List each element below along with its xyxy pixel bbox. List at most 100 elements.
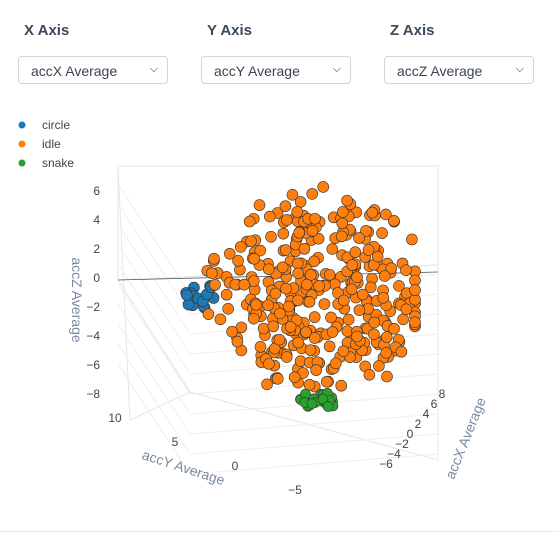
z-axis-title: accZ Average	[69, 257, 85, 343]
data-point	[284, 321, 297, 333]
data-point	[291, 206, 304, 218]
y-tick-label: 0	[232, 459, 239, 473]
z-tick-label: 0	[93, 271, 100, 285]
data-point	[238, 278, 250, 291]
data-point	[385, 262, 398, 275]
y-axis-select[interactable]: accY Average ⌵	[201, 56, 351, 84]
data-point	[254, 244, 267, 257]
data-point	[346, 259, 359, 271]
z-tick-label: −4	[86, 329, 100, 343]
data-point	[273, 333, 286, 346]
data-point	[338, 294, 350, 307]
chevron-down-icon: ⌵	[515, 63, 524, 75]
data-point	[329, 357, 342, 370]
data-point	[268, 342, 281, 355]
data-point	[308, 332, 321, 344]
legend-item-idle[interactable]: idle	[18, 137, 62, 151]
data-point	[388, 215, 400, 227]
data-point	[393, 280, 405, 292]
data-point	[360, 225, 372, 237]
data-point	[303, 296, 316, 308]
data-point	[322, 401, 334, 412]
data-point	[310, 364, 322, 376]
data-point	[313, 280, 325, 292]
data-point	[247, 312, 260, 325]
chevron-down-icon: ⌵	[149, 63, 158, 75]
data-point	[395, 345, 408, 358]
data-point	[362, 244, 375, 256]
data-point	[349, 246, 362, 259]
legend-label: circle	[42, 118, 70, 132]
data-point	[342, 313, 355, 326]
data-point	[309, 212, 321, 225]
data-point	[337, 345, 350, 357]
data-point	[378, 270, 391, 282]
data-point	[277, 227, 290, 240]
data-point	[341, 194, 353, 207]
x-axis-control: X Axis accX Average ⌵	[18, 22, 168, 84]
data-point	[368, 328, 380, 341]
data-point	[306, 225, 319, 237]
data-point	[317, 393, 329, 405]
data-point	[335, 379, 348, 392]
y-axis-title: accY Average	[140, 446, 227, 488]
data-point	[248, 252, 260, 265]
data-point	[353, 304, 366, 316]
data-point	[368, 316, 381, 329]
y-axis-label: Y Axis	[207, 22, 253, 39]
data-point	[335, 230, 348, 243]
data-point	[232, 255, 244, 267]
data-point	[304, 269, 317, 281]
data-point	[220, 288, 233, 301]
data-point	[223, 247, 236, 260]
z-axis-control: Z Axis accZ Average ⌵	[384, 22, 534, 84]
data-point	[214, 313, 227, 326]
data-point	[306, 398, 318, 409]
z-tick-label: −6	[86, 358, 100, 372]
data-point	[409, 284, 421, 296]
data-point	[272, 373, 284, 385]
data-point	[301, 278, 313, 291]
data-point	[234, 241, 247, 253]
data-point	[376, 227, 388, 239]
data-point	[400, 264, 412, 276]
legend-item-snake[interactable]: snake	[18, 156, 75, 170]
data-point	[304, 344, 317, 356]
x-tick-label: −2	[395, 437, 409, 451]
data-point	[380, 346, 392, 359]
data-point	[353, 232, 365, 244]
data-point	[264, 210, 276, 223]
data-point	[409, 316, 421, 328]
legend-label: idle	[42, 137, 61, 151]
data-point	[243, 215, 256, 228]
z-axis-select[interactable]: accZ Average ⌵	[384, 56, 534, 84]
data-point	[280, 351, 293, 363]
x-axis-select-value: accX Average	[31, 63, 118, 79]
data-point	[286, 189, 299, 201]
data-point	[209, 279, 221, 291]
data-point	[257, 322, 270, 335]
data-point	[397, 313, 409, 326]
x-axis-label: X Axis	[24, 22, 70, 39]
data-point	[318, 298, 331, 310]
y-tick-label: 10	[108, 411, 122, 425]
data-point	[208, 252, 220, 265]
data-point	[325, 311, 337, 324]
data-point	[351, 271, 363, 283]
data-point	[323, 340, 336, 353]
legend[interactable]: circle idle snake	[18, 118, 75, 170]
data-point	[181, 289, 193, 301]
data-point	[381, 370, 393, 383]
x-tick-label: 6	[431, 397, 438, 411]
data-point	[280, 282, 292, 295]
data-point	[377, 291, 390, 304]
data-point	[373, 360, 385, 372]
y-tick-label: −5	[288, 483, 302, 497]
data-point	[380, 331, 393, 343]
x-axis-title: accX Average	[442, 395, 489, 481]
x-tick-label: 8	[439, 387, 446, 401]
x-axis-select[interactable]: accX Average ⌵	[18, 56, 168, 84]
legend-item-circle[interactable]: circle	[18, 118, 71, 132]
data-point	[308, 311, 321, 323]
